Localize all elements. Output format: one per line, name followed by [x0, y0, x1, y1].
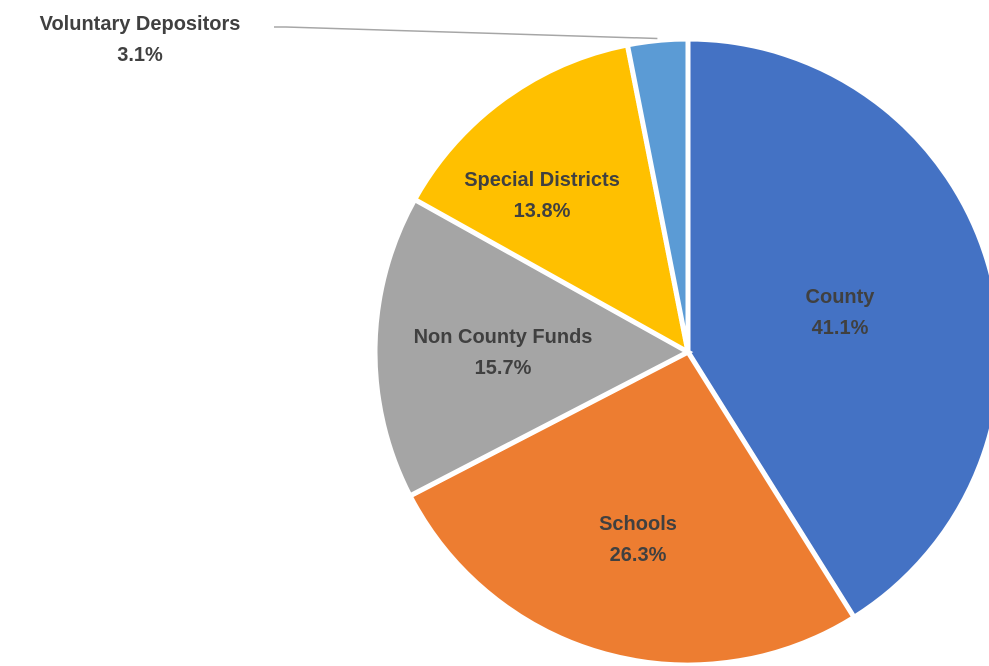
leader-line-voluntary-depositors — [274, 26, 658, 40]
pie-slice-non-county-funds — [372, 196, 694, 500]
pie-slices — [372, 36, 989, 666]
slice-label-schools: Schools 26.3% — [599, 513, 677, 566]
slice-category-label: Schools — [599, 513, 677, 535]
pie-labels: County 41.1% Schools 26.3% Non County Funds 1… — [40, 13, 876, 566]
pie-slice-schools — [406, 348, 858, 666]
slice-value-label: 26.3% — [610, 544, 667, 566]
slice-value-label: 15.7% — [475, 357, 532, 379]
pie-slice-voluntary-depositors — [624, 36, 691, 353]
slice-category-label: County — [806, 286, 876, 308]
slice-value-label: 41.1% — [812, 317, 869, 339]
leader-lines — [274, 26, 658, 40]
slice-label-voluntary-depositors: Voluntary Depositors 3.1% — [40, 13, 241, 66]
slice-label-county: County 41.1% — [806, 286, 876, 339]
slice-value-label: 3.1% — [117, 44, 163, 66]
slice-category-label: Non County Funds — [414, 326, 593, 348]
slice-category-label: Special Districts — [464, 169, 620, 191]
slice-label-non-county-funds: Non County Funds 15.7% — [414, 326, 593, 379]
slice-label-special-districts: Special Districts 13.8% — [464, 169, 620, 222]
slice-value-label: 13.8% — [514, 200, 571, 222]
slice-category-label: Voluntary Depositors — [40, 13, 241, 35]
pie-slice-special-districts — [411, 41, 692, 357]
